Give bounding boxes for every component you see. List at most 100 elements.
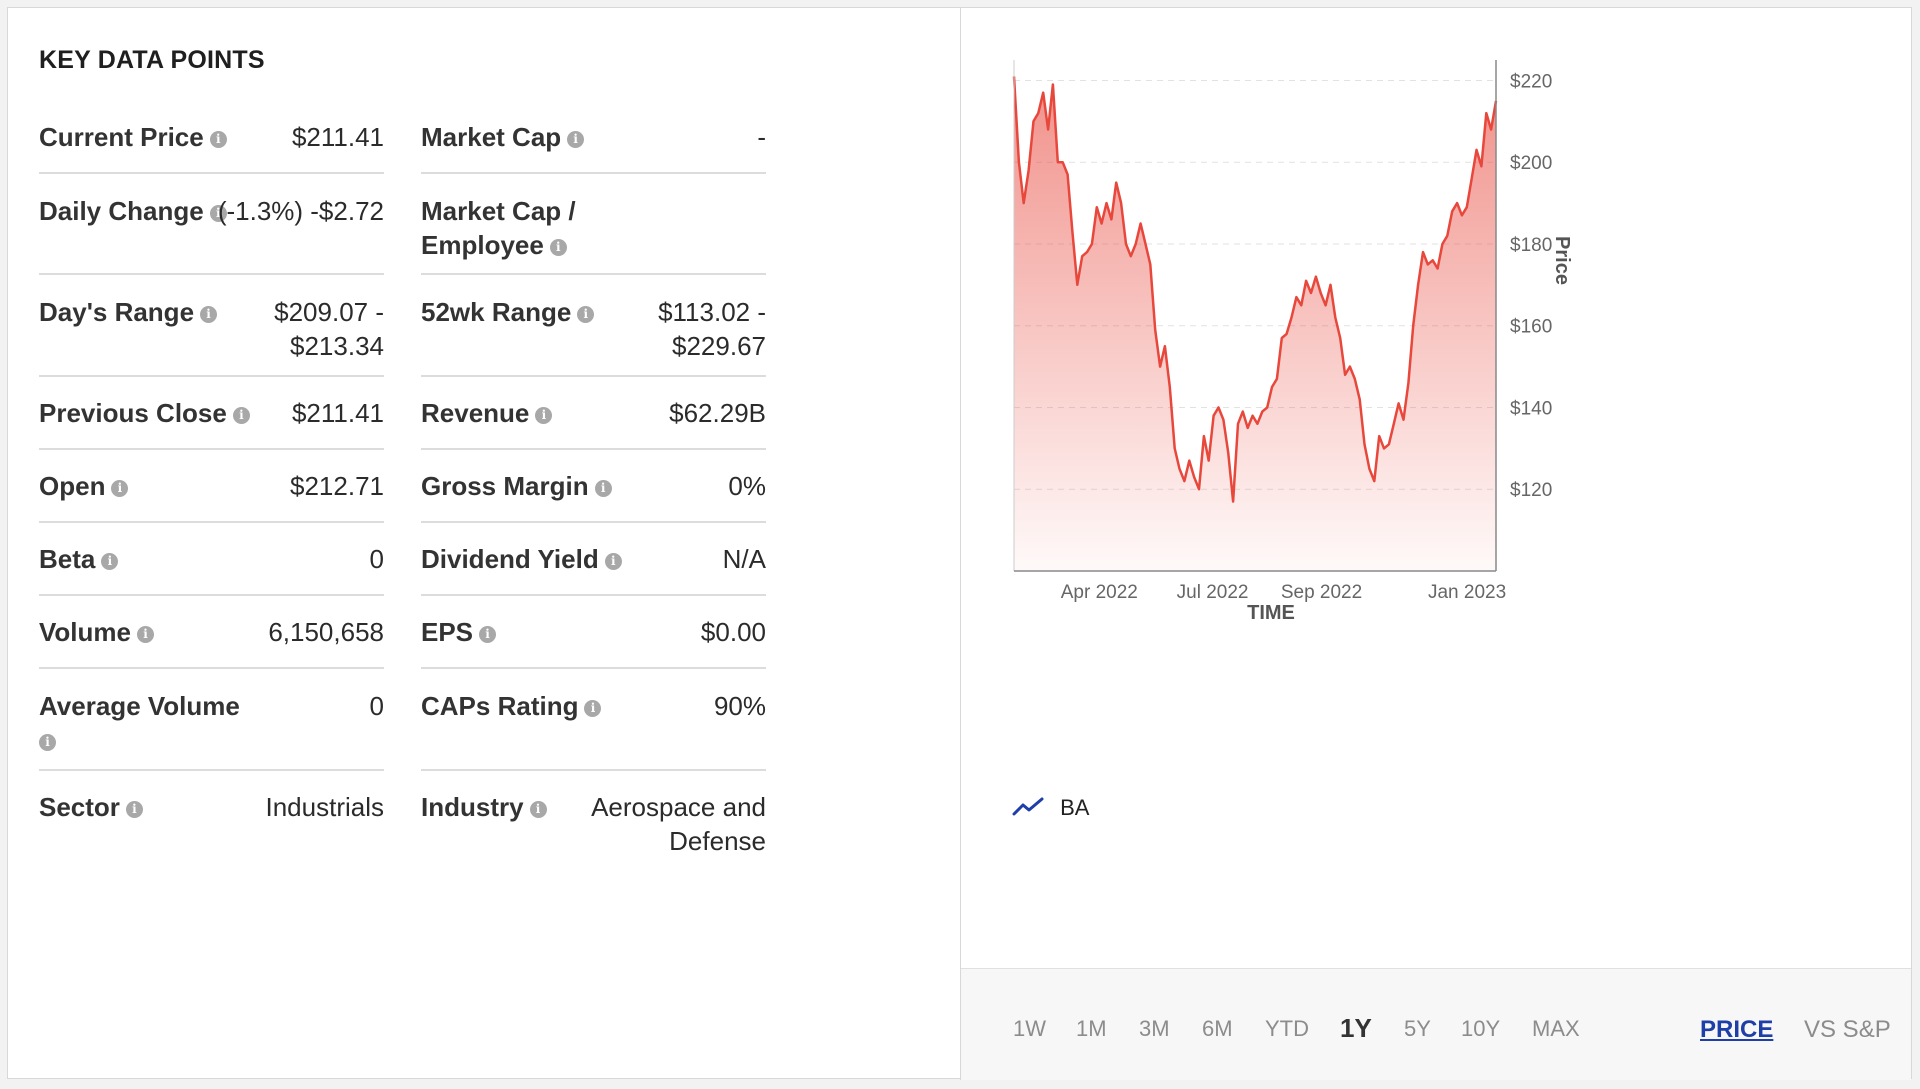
x-tick-label: Apr 2022 — [1061, 582, 1138, 603]
row-divider — [421, 521, 766, 523]
info-icon[interactable]: i — [209, 131, 227, 148]
range-1w[interactable]: 1W — [1013, 1016, 1046, 1041]
range-1m[interactable]: 1M — [1076, 1016, 1107, 1041]
metric-beta: Beta i 0 — [39, 542, 384, 596]
y-tick-label: $160 — [1510, 317, 1552, 338]
y-tick-label: $200 — [1510, 153, 1552, 174]
key-data-points-panel: KEY DATA POINTS Current Price i $211.41 D… — [8, 8, 960, 1080]
info-icon[interactable]: i — [479, 626, 497, 643]
info-icon[interactable]: i — [39, 734, 56, 751]
y-tick-label: $180 — [1510, 235, 1552, 256]
range-ytd[interactable]: YTD — [1265, 1016, 1309, 1041]
row-divider — [39, 375, 384, 377]
metric-value: N/A — [722, 544, 766, 574]
row-divider — [39, 769, 384, 771]
price-chart[interactable]: $220 $200 $180 $160 $140 $120 Apr 2022 Jul 2022… — [961, 8, 1911, 778]
row-divider — [39, 667, 384, 669]
y-tick-label: $120 — [1510, 480, 1552, 501]
metric-value: $209.07 - $213.34 — [274, 295, 384, 363]
view-vs-sp-tab[interactable]: VS S&P — [1804, 1016, 1891, 1043]
metric-open: Open i $212.71 — [39, 469, 384, 523]
info-icon[interactable]: i — [577, 306, 595, 323]
range-max[interactable]: MAX — [1532, 1016, 1580, 1041]
metric-market-cap-per-employee: Market Cap / Employee i — [421, 194, 766, 276]
metric-label: Revenue — [421, 398, 530, 428]
row-divider — [39, 594, 384, 596]
metric-label: Average Volume — [39, 691, 240, 721]
value-line-1: $113.02 - — [658, 297, 766, 327]
info-icon[interactable]: i — [200, 306, 218, 323]
metric-label: Market Cap — [421, 122, 562, 152]
metric-label: Volume — [39, 617, 131, 647]
range-5y[interactable]: 5Y — [1404, 1016, 1431, 1041]
key-data-card: KEY DATA POINTS Current Price i $211.41 D… — [7, 7, 1912, 1080]
metric-value: $211.41 — [291, 122, 384, 152]
x-tick-label: Jan 2023 — [1428, 582, 1506, 603]
legend-label: BA — [1060, 795, 1090, 820]
info-icon[interactable]: i — [584, 700, 602, 717]
row-divider — [421, 172, 766, 174]
row-divider — [421, 448, 766, 450]
x-tick-label: Jul 2022 — [1177, 582, 1249, 603]
metric-label: EPS — [421, 617, 474, 647]
panel-divider — [960, 8, 961, 1080]
row-divider — [39, 172, 384, 174]
metric-label: Sector — [39, 792, 120, 822]
value-line-1: $209.07 - — [274, 297, 384, 327]
x-tick-label: Sep 2022 — [1281, 582, 1362, 603]
range-toolbar: 1W 1M 3M 6M YTD 1Y 5Y 10Y MAX PRICE VS S… — [961, 968, 1911, 1080]
metric-value: $0.00 — [700, 617, 766, 647]
metric-label: Open — [39, 471, 106, 501]
metric-eps: EPS i $0.00 — [421, 615, 766, 669]
metric-gross-margin: Gross Margin i 0% — [421, 469, 766, 523]
range-10y[interactable]: 10Y — [1461, 1016, 1501, 1041]
metric-label: Day's Range — [39, 297, 195, 327]
range-6m[interactable]: 6M — [1202, 1016, 1233, 1041]
info-icon[interactable]: i — [529, 801, 547, 818]
metric-value: 0 — [369, 691, 384, 721]
row-divider — [39, 521, 384, 523]
y-tick-label: $140 — [1510, 398, 1552, 419]
metric-value: - — [757, 122, 766, 152]
metric-label: Beta — [39, 544, 96, 574]
metric-label: 52wk Range — [421, 297, 572, 327]
info-icon[interactable]: i — [209, 205, 227, 222]
y-tick-label: $220 — [1510, 71, 1552, 92]
sector-link[interactable]: Industrials — [265, 792, 385, 822]
chart-area: $220 $200 $180 $160 $140 $120 Apr 2022 Jul 2022… — [961, 8, 1911, 968]
metric-label-line-2: Employee — [421, 230, 544, 260]
price-chart-panel: $220 $200 $180 $160 $140 $120 Apr 2022 Jul 2022… — [961, 8, 1911, 1080]
info-icon[interactable]: i — [535, 407, 553, 424]
row-divider — [421, 273, 766, 275]
metric-label: Daily Change — [39, 196, 204, 226]
info-icon[interactable]: i — [567, 131, 585, 148]
range-3m[interactable]: 3M — [1139, 1016, 1170, 1041]
metric-label: Dividend Yield — [421, 544, 599, 574]
info-icon[interactable]: i — [549, 239, 567, 256]
metric-current-price: Current Price i $211.41 — [39, 120, 384, 174]
row-divider — [421, 769, 766, 771]
view-price-tab[interactable]: PRICE — [1700, 1016, 1774, 1043]
metric-industry: Industry i Aerospace and Defense — [421, 790, 766, 860]
row-divider — [421, 375, 766, 377]
info-icon[interactable]: i — [101, 553, 119, 570]
metric-caps-rating: CAPs Rating i 90% — [421, 689, 766, 771]
metric-days-range: Day's Range i $209.07 - $213.34 — [39, 295, 384, 377]
metric-value: $212.71 — [290, 471, 384, 501]
range-1y[interactable]: 1Y — [1340, 1013, 1372, 1043]
y-axis-title: Price — [1551, 236, 1573, 285]
info-icon[interactable]: i — [232, 407, 250, 424]
chart-legend[interactable]: BA — [1012, 795, 1089, 824]
price-line — [1012, 76, 1498, 503]
info-icon[interactable]: i — [594, 480, 612, 497]
metric-label: Current Price — [39, 122, 204, 152]
value-line-1: Aerospace and — [591, 792, 766, 822]
metric-label: Industry — [421, 792, 524, 822]
info-icon[interactable]: i — [111, 480, 129, 497]
metric-value: $62.29B — [669, 398, 766, 428]
value-line-2: $213.34 — [290, 331, 384, 361]
info-icon[interactable]: i — [136, 626, 154, 643]
info-icon[interactable]: i — [604, 553, 622, 570]
metric-value: 90% — [713, 691, 766, 721]
info-icon[interactable]: i — [125, 801, 143, 818]
